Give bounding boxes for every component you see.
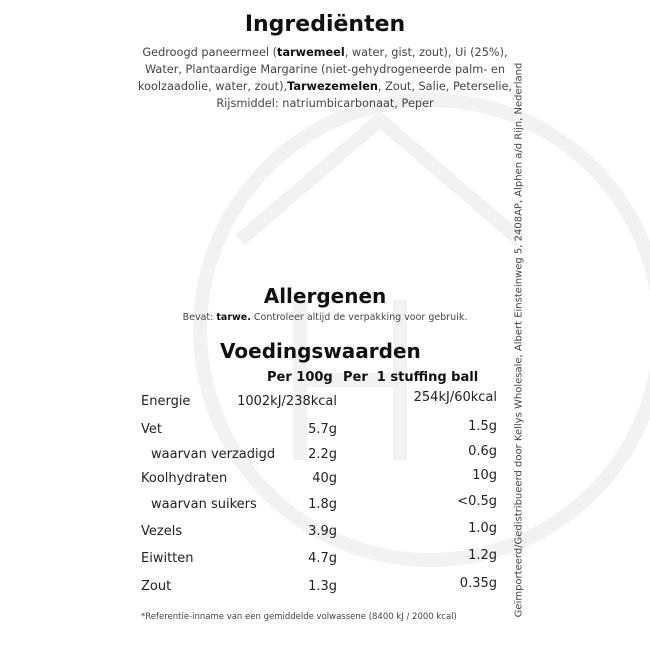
nutrient-label: Vet [141,422,162,437]
nutrient-label: Zout [141,579,172,594]
value-per-100g: 4.7g [308,551,337,566]
nutrient-label: Eiwitten [141,551,194,566]
value-per-ball: <0.5g [457,494,497,509]
nutrition-row: waarvan suikers 1.8g <0.5g [141,494,501,517]
value-per-ball: 0.6g [468,444,497,459]
nutrition-row: Vezels 3.9g 1.0g [141,521,501,544]
value-per-ball: 1.0g [468,521,497,536]
nutrition-row: waarvan verzadigd 2.2g 0.6g [141,444,501,467]
ingredients-text: Gedroogd paneermeel (tarwemeel, water, g… [137,46,513,110]
nutrition-row: Zout 1.3g 0.35g [141,576,501,599]
nutrient-label: Koolhydraten [141,471,228,486]
nutrient-label: Vezels [141,524,183,539]
allergens-title: Allergenen [263,284,387,308]
value-per-100g: 1002kJ/238kcal [237,394,337,409]
value-per-100g: 5.7g [308,422,337,437]
ingredients-title: Ingrediënten [244,12,406,37]
value-per-100g: 2.2g [308,447,337,462]
value-per-ball: 254kJ/60kcal [413,390,497,405]
nutrition-title: Voedingswaarden [220,339,421,363]
footnote: *Referentie-inname van een gemiddelde vo… [141,612,457,622]
value-per-100g: 1.3g [308,579,337,594]
allergens-text: Bevat: tarwe. Controleer altijd de verpa… [182,312,468,323]
distributor-text: Geïmporteerd/Gedistribueerd door Kellys … [513,62,525,618]
nutrient-label: waarvan verzadigd [151,447,276,462]
column-header-per-ball: Per 1 stuffing ball [343,370,479,385]
value-per-ball: 10g [472,468,497,483]
nutrient-label: waarvan suikers [151,497,257,512]
value-per-ball: 1.2g [468,548,497,563]
nutrient-label: Energie [141,394,191,409]
nutrition-row: Energie 1002kJ/238kcal 254kJ/60kcal [141,390,501,414]
nutrition-row: Koolhydraten 40g 10g [141,468,501,491]
nutrition-row: Eiwitten 4.7g 1.2g [141,548,501,571]
nutrition-row: Vet 5.7g 1.5g [141,419,501,442]
value-per-100g: 1.8g [308,497,337,512]
value-per-100g: 3.9g [308,524,337,539]
value-per-ball: 1.5g [468,419,497,434]
value-per-ball: 0.35g [459,576,497,591]
value-per-100g: 40g [312,471,337,486]
column-header-per-100g: Per 100g [267,370,333,385]
